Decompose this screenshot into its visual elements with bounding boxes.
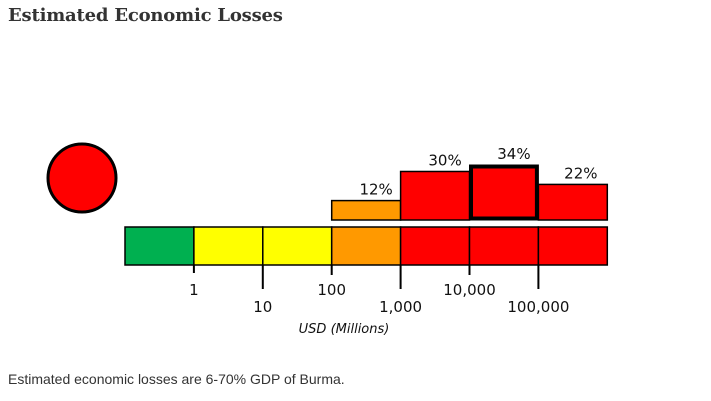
loss-scale-bar <box>124 226 609 266</box>
bar-value-label: 34% <box>497 145 530 163</box>
tick-label: 1 <box>189 281 199 299</box>
bar-value-label: 12% <box>359 181 392 199</box>
page-title: Estimated Economic Losses <box>8 5 283 26</box>
histogram-bar <box>537 183 609 221</box>
caption-text: Estimated economic losses are 6-70% GDP … <box>8 371 345 387</box>
loss-chart: 12% 30% 34% 22% 1 10 100 1,000 10,000 100,000 US… <box>46 142 609 337</box>
histogram-bars: 12% 30% 34% 22% <box>330 145 609 221</box>
histogram-bar <box>330 199 402 221</box>
bar-value-label: 30% <box>428 151 461 169</box>
axis-ticks: 1 10 100 1,000 10,000 100,000 <box>189 265 569 316</box>
scale-segment <box>330 226 402 266</box>
x-axis-label: USD (Millions) <box>299 322 390 337</box>
alert-level-circle <box>46 142 118 214</box>
scale-segment <box>537 226 609 266</box>
scale-segment <box>399 226 471 266</box>
tick-label: 1,000 <box>379 298 422 316</box>
tick-label: 100 <box>317 281 346 299</box>
scale-segment <box>262 226 333 266</box>
histogram-bar-highlighted <box>469 164 539 221</box>
scale-segment <box>124 226 195 266</box>
histogram-bar <box>399 170 471 221</box>
bar-value-label: 22% <box>564 164 597 182</box>
scale-segment <box>193 226 264 266</box>
tick-label: 10 <box>253 298 272 316</box>
scale-segment <box>468 226 540 266</box>
tick-label: 10,000 <box>443 281 496 299</box>
tick-label: 100,000 <box>507 298 569 316</box>
